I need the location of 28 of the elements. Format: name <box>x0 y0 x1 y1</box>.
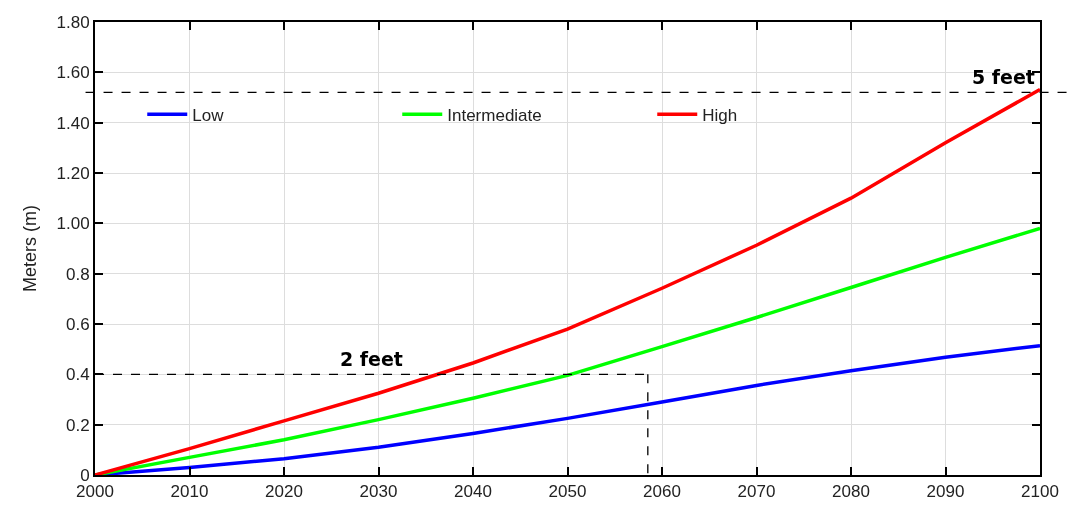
x-tick-label: 2000 <box>76 482 114 502</box>
legend-label: Intermediate <box>447 105 542 125</box>
ref-line-label: 5 feet <box>972 66 1035 88</box>
x-tick-label: 2020 <box>265 482 303 502</box>
legend-label: Low <box>192 105 225 125</box>
legend-label: High <box>702 105 738 125</box>
y-tick-label: 1.60 <box>56 63 90 83</box>
x-tick-label: 2060 <box>643 482 681 502</box>
y-tick-label: 0 <box>80 465 90 485</box>
y-tick-label: 0.2 <box>65 415 90 435</box>
x-tick-label: 2030 <box>359 482 398 502</box>
y-tick-label: 0.4 <box>65 365 90 385</box>
x-tick-label: 2080 <box>832 482 870 502</box>
y-axis-title: Meters (m) <box>20 205 41 292</box>
x-tick-label: 2050 <box>548 482 587 502</box>
y-tick-label: 1.80 <box>56 12 90 32</box>
y-tick-label: 0.8 <box>65 264 90 284</box>
x-tick-label: 2040 <box>454 482 492 502</box>
y-tick-label: 0.6 <box>65 314 90 334</box>
y-tick-label: 1.20 <box>56 163 90 183</box>
x-tick-label: 2100 <box>1021 482 1059 502</box>
y-tick-label: 1.00 <box>56 214 90 234</box>
line-series <box>95 87 1040 475</box>
x-tick-label: 2070 <box>737 482 776 502</box>
y-tick-label: 1.40 <box>56 113 90 133</box>
ref-line-label: 2 feet <box>340 348 403 370</box>
x-tick-label: 2010 <box>170 482 209 502</box>
x-tick-label: 2090 <box>926 482 965 502</box>
